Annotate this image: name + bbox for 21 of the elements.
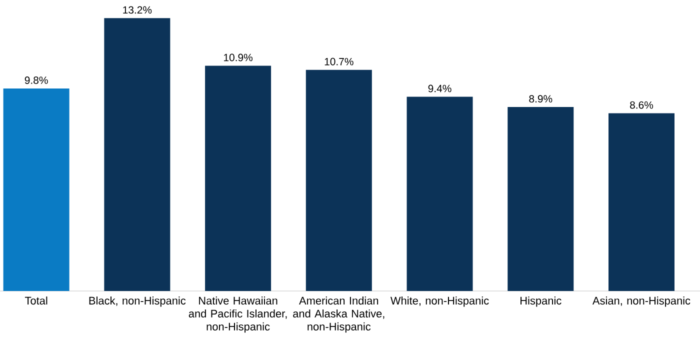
bar [608,113,675,291]
data-label: 9.8% [24,76,48,84]
bar [104,18,170,291]
x-tick-label: Native Hawaiian and Pacific Islander, non-Hispanic [188,296,287,333]
bar [3,88,70,291]
x-tick-label: Hispanic [520,296,562,307]
x-tick-label: Total [24,296,48,305]
data-label: 8.6% [630,101,654,109]
data-label: 8.9% [529,95,552,103]
bar [508,107,574,291]
x-tick-label: American Indian and Alaska Native, non-Hispanic [293,296,384,333]
data-label: 9.4% [428,84,452,92]
x-tick-label: Black, non-Hispanic [89,296,186,307]
bar [406,96,473,291]
data-label: 13.2% [123,6,152,14]
data-label: 10.7% [324,58,354,66]
data-label: 10.9% [224,54,252,62]
x-tick-label: White, non-Hispanic [390,296,489,307]
x-tick-label: Asian, non-Hispanic [592,296,690,307]
bar [205,66,272,291]
bar [306,70,372,291]
